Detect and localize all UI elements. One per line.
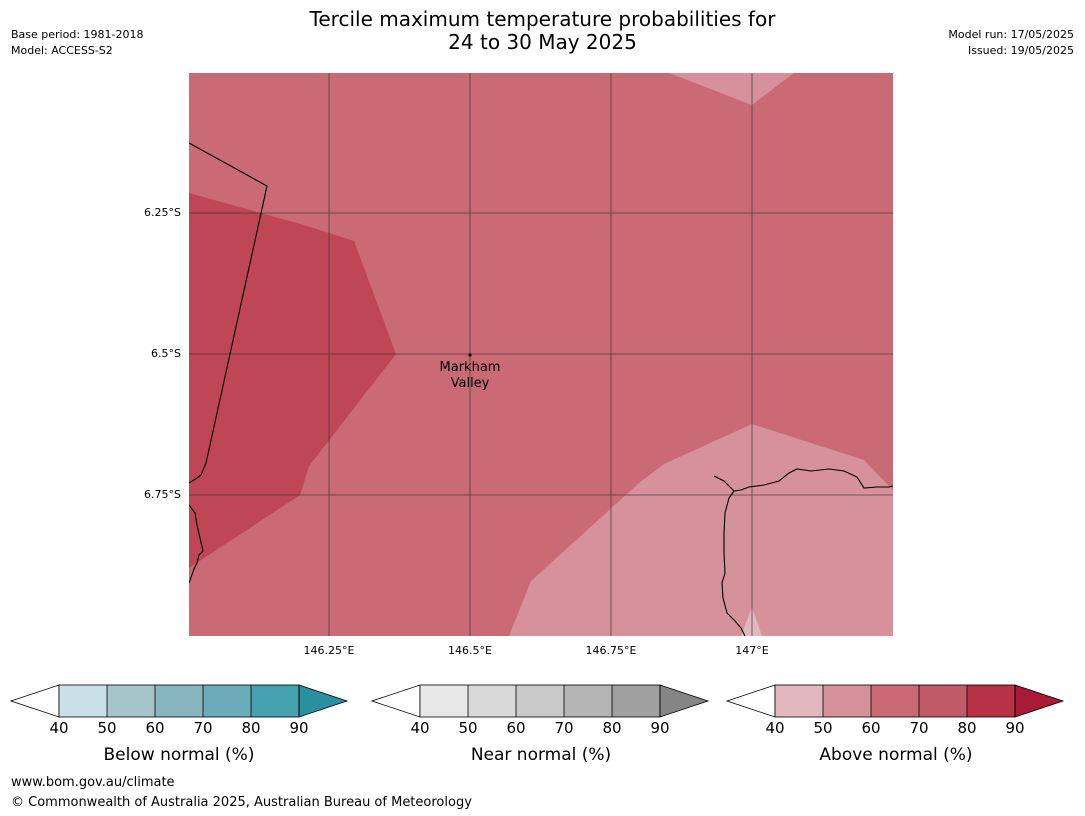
- legend-below-extend-high: [298, 684, 349, 718]
- model-run-date: Model run: 17/05/2025: [948, 28, 1074, 41]
- legend-below-bin-50-60: [107, 685, 155, 717]
- legend-below-extend-low: [10, 684, 60, 718]
- legend-above-bin-50-60: [823, 685, 871, 717]
- legend-above-tick-60: 60: [861, 719, 881, 737]
- legend-below-bin-40-50: [59, 685, 107, 717]
- coastline: [189, 142, 893, 636]
- map-canvas: [189, 73, 893, 636]
- legend-below-tick-80: 80: [241, 719, 261, 737]
- legend-near-tick-90: 90: [650, 719, 670, 737]
- gulf-coast: [721, 490, 746, 636]
- legend-near-bin-70-80: [564, 685, 612, 717]
- region-above-50-60-bottom: [509, 424, 893, 636]
- place-marker-dot: [468, 353, 472, 357]
- legend-near-tick-50: 50: [458, 719, 478, 737]
- place-label-markham-valley: Markham Valley: [440, 360, 501, 392]
- base-period: Base period: 1981-2018: [11, 28, 144, 41]
- legend-near-bin-50-60: [468, 685, 516, 717]
- legend-above-extend-low: [726, 684, 776, 718]
- legend-above-tick-70: 70: [909, 719, 929, 737]
- chart-title: Tercile maximum temperature probabilitie…: [0, 8, 1085, 54]
- legend-near-tick-40: 40: [410, 719, 430, 737]
- legend-below-bin-60-70: [155, 685, 203, 717]
- legend-below-bin-70-80: [203, 685, 251, 717]
- footer-copyright: © Commonwealth of Australia 2025, Austra…: [11, 795, 472, 810]
- legend-near-tick-80: 80: [602, 719, 622, 737]
- legend-near-extend-high: [659, 684, 710, 718]
- legend-above-caption: Above normal (%): [819, 745, 973, 765]
- legend-near-caption: Near normal (%): [470, 745, 612, 765]
- run-info: Model run: 17/05/2025 Issued: 19/05/2025: [948, 27, 1074, 59]
- legend-above-bin-70-80: [919, 685, 967, 717]
- legend-below-bin-80-90: [251, 685, 299, 717]
- legend-below-normal-bar: [10, 684, 349, 718]
- west-coast: [189, 504, 204, 584]
- legend-above-normal-bar: [726, 684, 1065, 718]
- legend-near-tick-70: 70: [554, 719, 574, 737]
- probability-map[interactable]: [189, 73, 893, 636]
- legend-near-bin-80-90: [612, 685, 660, 717]
- legend-near-extend-low: [371, 684, 421, 718]
- lat-label-6-25: 6.25°S: [144, 206, 181, 219]
- legend-near-bin-60-70: [516, 685, 564, 717]
- legend-below-caption: Below normal (%): [103, 745, 255, 765]
- legend-above-tick-40: 40: [765, 719, 785, 737]
- legend-above-tick-90: 90: [1005, 719, 1025, 737]
- legend-above-bin-60-70: [871, 685, 919, 717]
- legend-below-tick-40: 40: [49, 719, 69, 737]
- legend-near-normal-bar: [371, 684, 710, 718]
- model-name: Model: ACCESS-S2: [11, 44, 113, 57]
- legend-above-extend-high: [1014, 684, 1065, 718]
- legend-below-tick-50: 50: [97, 719, 117, 737]
- legend-near-bin-40-50: [420, 685, 468, 717]
- place-label-line-1: Markham: [439, 360, 501, 375]
- border-line: [189, 142, 268, 484]
- region-above-50-60-top: [669, 73, 794, 105]
- lat-label-6-75: 6.75°S: [144, 488, 181, 501]
- east-coast: [713, 468, 893, 492]
- lon-label-146-25: 146.25°E: [303, 644, 355, 657]
- legend-below-tick-70: 70: [193, 719, 213, 737]
- model-info: Base period: 1981-2018 Model: ACCESS-S2: [11, 27, 143, 59]
- lat-label-6-5: 6.5°S: [151, 347, 181, 360]
- title-line-2: 24 to 30 May 2025: [448, 30, 637, 54]
- legend-above-tick-50: 50: [813, 719, 833, 737]
- legend-below-tick-60: 60: [145, 719, 165, 737]
- grid-lines: [189, 73, 893, 636]
- region-above-40-50: [741, 607, 762, 636]
- title-line-1: Tercile maximum temperature probabilitie…: [309, 7, 776, 31]
- legend-above-bin-40-50: [775, 685, 823, 717]
- legend-above-tick-80: 80: [957, 719, 977, 737]
- footer-url[interactable]: www.bom.gov.au/climate: [11, 775, 175, 790]
- legend-near-tick-60: 60: [506, 719, 526, 737]
- region-above-70-80: [189, 193, 396, 568]
- issued-date: Issued: 19/05/2025: [967, 44, 1074, 57]
- lon-label-146-75: 146.75°E: [585, 644, 637, 657]
- lon-label-146-5: 146.5°E: [448, 644, 492, 657]
- legend-above-bin-80-90: [967, 685, 1015, 717]
- lon-label-147: 147°E: [735, 644, 769, 657]
- place-label-line-2: Valley: [450, 376, 490, 391]
- legend-below-tick-90: 90: [289, 719, 309, 737]
